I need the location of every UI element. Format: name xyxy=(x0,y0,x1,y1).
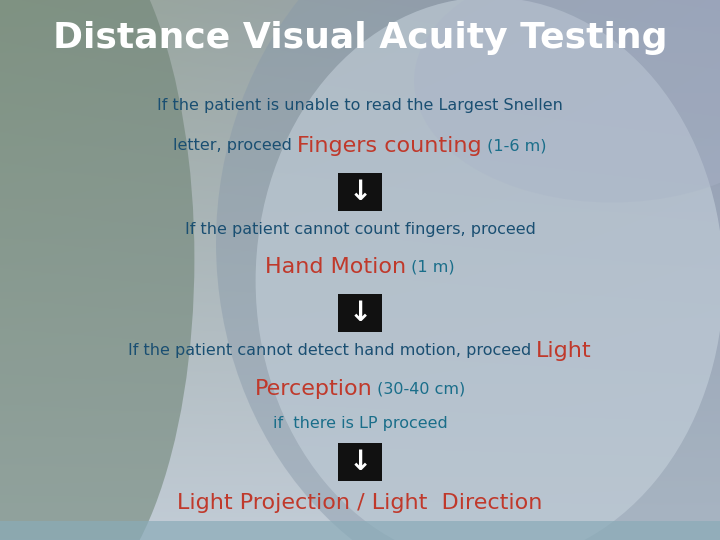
Text: Light: Light xyxy=(536,341,592,361)
Text: If the patient cannot count fingers, proceed: If the patient cannot count fingers, pro… xyxy=(184,222,536,237)
Ellipse shape xyxy=(0,0,194,540)
Text: Perception: Perception xyxy=(254,379,372,399)
Text: ↓: ↓ xyxy=(348,299,372,327)
Text: Fingers counting: Fingers counting xyxy=(297,136,482,156)
Text: (1-6 m): (1-6 m) xyxy=(482,138,546,153)
Text: If the patient is unable to read the Largest Snellen: If the patient is unable to read the Lar… xyxy=(157,98,563,113)
Text: Light Projection / Light  Direction: Light Projection / Light Direction xyxy=(177,493,543,514)
Text: (30-40 cm): (30-40 cm) xyxy=(372,381,466,396)
FancyBboxPatch shape xyxy=(338,294,382,333)
Text: if  there is LP proceed: if there is LP proceed xyxy=(273,416,447,431)
Text: ↓: ↓ xyxy=(348,178,372,206)
Text: Hand Motion: Hand Motion xyxy=(265,257,406,278)
Text: ↓: ↓ xyxy=(348,448,372,476)
FancyBboxPatch shape xyxy=(338,443,382,481)
Text: letter, proceed: letter, proceed xyxy=(174,138,297,153)
Text: (1 m): (1 m) xyxy=(406,260,455,275)
Text: Distance Visual Acuity Testing: Distance Visual Acuity Testing xyxy=(53,21,667,55)
Text: If the patient cannot detect hand motion, proceed: If the patient cannot detect hand motion… xyxy=(128,343,536,359)
Ellipse shape xyxy=(216,0,720,540)
Ellipse shape xyxy=(414,0,720,202)
FancyBboxPatch shape xyxy=(0,521,720,540)
FancyBboxPatch shape xyxy=(338,172,382,211)
Ellipse shape xyxy=(256,0,720,540)
